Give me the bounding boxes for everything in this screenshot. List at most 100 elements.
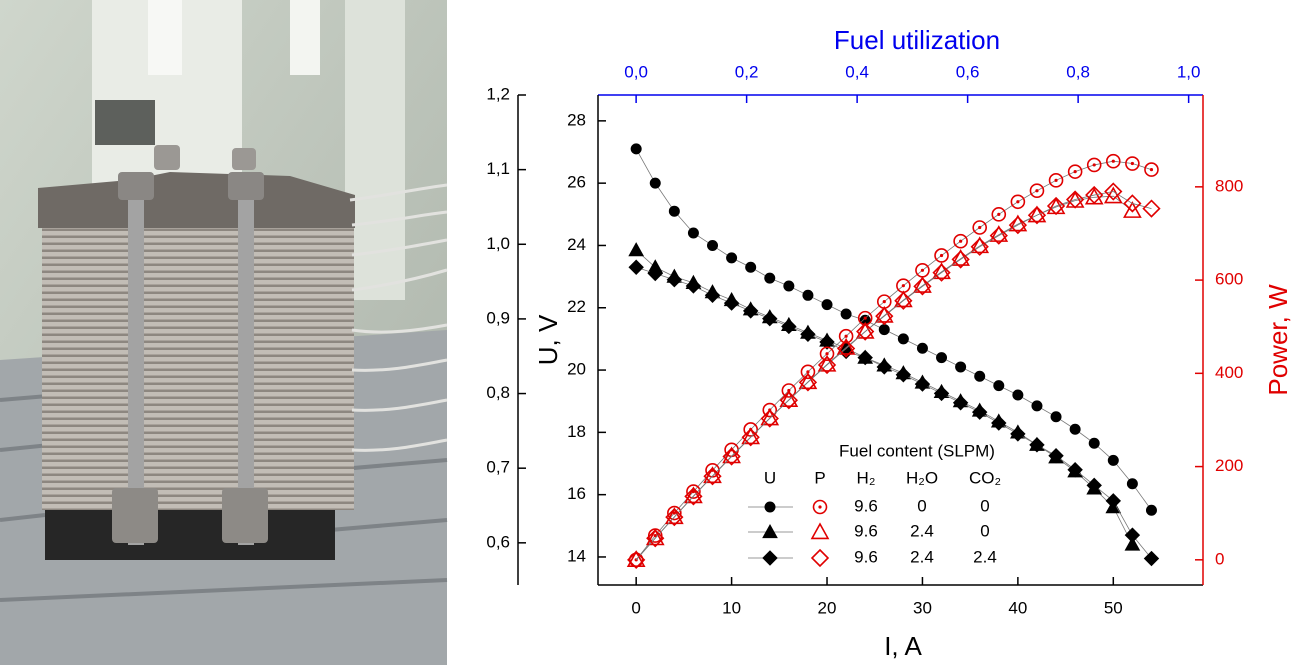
legend-cell: 9.6 <box>854 547 878 566</box>
stack-top-plate <box>38 172 355 228</box>
legend-marker <box>762 523 778 539</box>
marker <box>684 487 703 506</box>
y3-tick-label: 0,9 <box>486 308 510 327</box>
marker <box>1027 206 1047 225</box>
legend-column: H₂O <box>906 468 938 487</box>
y-tick-label: 22 <box>567 297 586 316</box>
marker <box>855 321 875 339</box>
legend-cell: 0 <box>980 496 989 515</box>
marker <box>817 354 837 372</box>
marker <box>665 507 684 527</box>
marker <box>933 385 950 402</box>
marker <box>821 299 833 311</box>
marker <box>913 277 932 296</box>
marker <box>626 550 646 568</box>
x2-tick-label: 0,0 <box>624 62 648 81</box>
x-tick-label: 20 <box>818 598 837 617</box>
legend-cell: 2.4 <box>910 547 934 566</box>
marker <box>1048 173 1064 188</box>
y-tick-label: 26 <box>567 173 586 192</box>
y2-axis-label: Power, W <box>1263 284 1293 396</box>
series-line <box>635 160 1152 561</box>
x-tick-label: 0 <box>631 598 640 617</box>
marker <box>783 280 795 292</box>
marker <box>974 370 986 382</box>
marker <box>1027 205 1047 223</box>
nut <box>232 148 256 170</box>
legend-marker <box>810 548 830 568</box>
x2-tick-label: 0,2 <box>735 62 759 81</box>
legend-column: P <box>814 468 825 487</box>
y3-tick-label: 1,0 <box>486 234 510 253</box>
marker <box>875 307 894 326</box>
marker <box>916 342 928 354</box>
marker <box>645 528 665 546</box>
marker <box>798 372 818 390</box>
marker <box>878 324 890 336</box>
marker <box>649 177 661 189</box>
marker <box>647 265 663 282</box>
marker <box>840 308 852 320</box>
y3-tick-label: 0,8 <box>486 383 510 402</box>
marker <box>1010 426 1026 442</box>
marker <box>781 383 797 398</box>
legend-marker <box>764 501 776 513</box>
marker-dot <box>939 253 944 258</box>
marker <box>1069 423 1081 435</box>
y2-tick-label: 800 <box>1215 176 1243 195</box>
marker <box>703 466 722 484</box>
marker <box>951 248 970 266</box>
marker <box>703 467 722 486</box>
y-tick-label: 18 <box>567 422 586 441</box>
top-axis-title: Fuel utilization <box>834 25 1000 55</box>
nut <box>228 172 264 200</box>
marker-dot <box>1054 178 1058 182</box>
marker <box>1143 550 1160 567</box>
marker <box>895 367 912 383</box>
marker <box>1123 194 1142 213</box>
y3-tick-label: 1,2 <box>486 84 510 103</box>
legend-column: CO₂ <box>969 468 1001 487</box>
marker <box>741 428 760 447</box>
marker <box>856 322 875 341</box>
y-tick-label: 28 <box>567 110 586 129</box>
series-line <box>636 266 1152 559</box>
marker <box>1008 215 1028 235</box>
y-axis-label: U, V <box>533 314 563 365</box>
photo <box>0 0 448 665</box>
marker <box>1124 527 1141 543</box>
marker <box>836 337 856 355</box>
marker-dot <box>1092 163 1096 167</box>
legend-title: Fuel content (SLPM) <box>839 441 995 460</box>
marker <box>684 486 703 504</box>
wires <box>349 183 448 452</box>
marker <box>704 287 721 304</box>
nut <box>154 145 180 170</box>
marker <box>894 290 913 308</box>
series-line <box>635 191 1152 561</box>
legend-cell: 2.4 <box>910 521 934 540</box>
marker-dot <box>1111 159 1115 163</box>
marker <box>745 261 757 273</box>
marker <box>762 310 778 327</box>
marker <box>894 291 913 310</box>
marker-dot <box>863 316 867 320</box>
marker-dot <box>997 212 1001 216</box>
window-pane <box>290 0 320 75</box>
marker <box>1029 183 1045 199</box>
marker <box>1088 437 1100 449</box>
marker <box>723 295 740 311</box>
marker <box>764 272 776 284</box>
marker <box>798 373 818 392</box>
marker-dot <box>806 370 810 374</box>
cabinet <box>95 100 155 145</box>
marker <box>989 225 1009 242</box>
x2-tick-label: 0,4 <box>845 62 869 81</box>
y2-tick-label: 600 <box>1215 270 1243 289</box>
marker <box>781 318 797 335</box>
marker <box>1144 162 1159 177</box>
marker <box>936 352 948 364</box>
marker-dot <box>825 352 829 356</box>
series-line <box>635 148 1152 511</box>
